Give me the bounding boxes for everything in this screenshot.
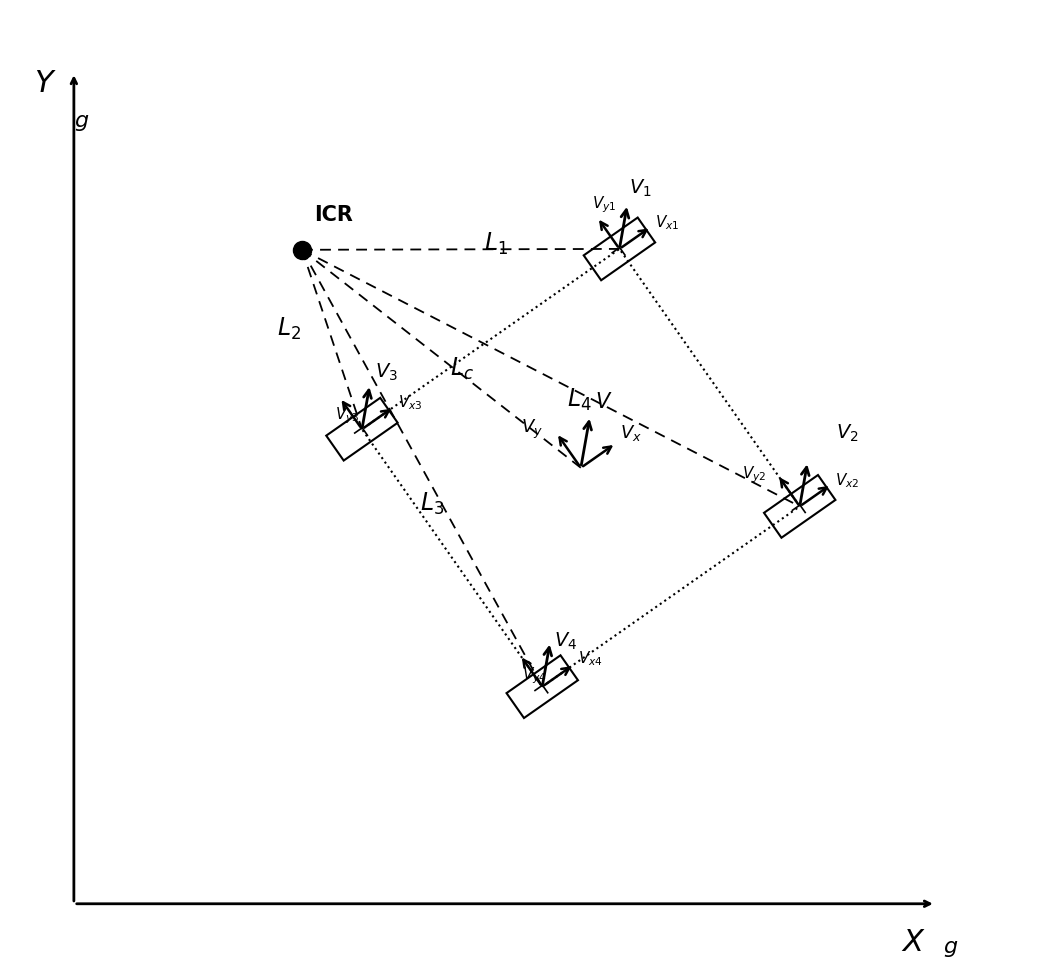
Text: $V_{y1}$: $V_{y1}$ bbox=[592, 195, 617, 215]
Text: $V_4$: $V_4$ bbox=[554, 631, 577, 652]
Text: $X$: $X$ bbox=[901, 927, 926, 956]
Text: $V_2$: $V_2$ bbox=[836, 422, 859, 443]
Text: $L_3$: $L_3$ bbox=[420, 491, 444, 517]
Text: $V_{y4}$: $V_{y4}$ bbox=[522, 665, 547, 686]
Text: $V_{y2}$: $V_{y2}$ bbox=[743, 465, 766, 485]
Text: ICR: ICR bbox=[314, 206, 353, 225]
Text: $L_1$: $L_1$ bbox=[485, 231, 509, 257]
Text: $V_{x2}$: $V_{x2}$ bbox=[835, 470, 860, 490]
Text: $L_c$: $L_c$ bbox=[449, 355, 473, 382]
Text: $L_2$: $L_2$ bbox=[278, 316, 302, 343]
Text: $V_1$: $V_1$ bbox=[629, 178, 652, 199]
Text: $g$: $g$ bbox=[74, 113, 89, 133]
Text: $V_{y3}$: $V_{y3}$ bbox=[335, 406, 360, 426]
Text: $V_x$: $V_x$ bbox=[620, 423, 642, 443]
Text: $V_y$: $V_y$ bbox=[521, 417, 543, 440]
Text: $g$: $g$ bbox=[943, 939, 959, 959]
Text: $V_{x4}$: $V_{x4}$ bbox=[578, 649, 603, 668]
Text: $V_3$: $V_3$ bbox=[375, 361, 398, 383]
Text: $L_4$: $L_4$ bbox=[567, 387, 592, 413]
Text: $V_{x1}$: $V_{x1}$ bbox=[655, 213, 679, 232]
Text: $Y$: $Y$ bbox=[34, 69, 57, 98]
Text: $V$: $V$ bbox=[595, 392, 613, 412]
Text: $V_{x3}$: $V_{x3}$ bbox=[397, 394, 422, 412]
